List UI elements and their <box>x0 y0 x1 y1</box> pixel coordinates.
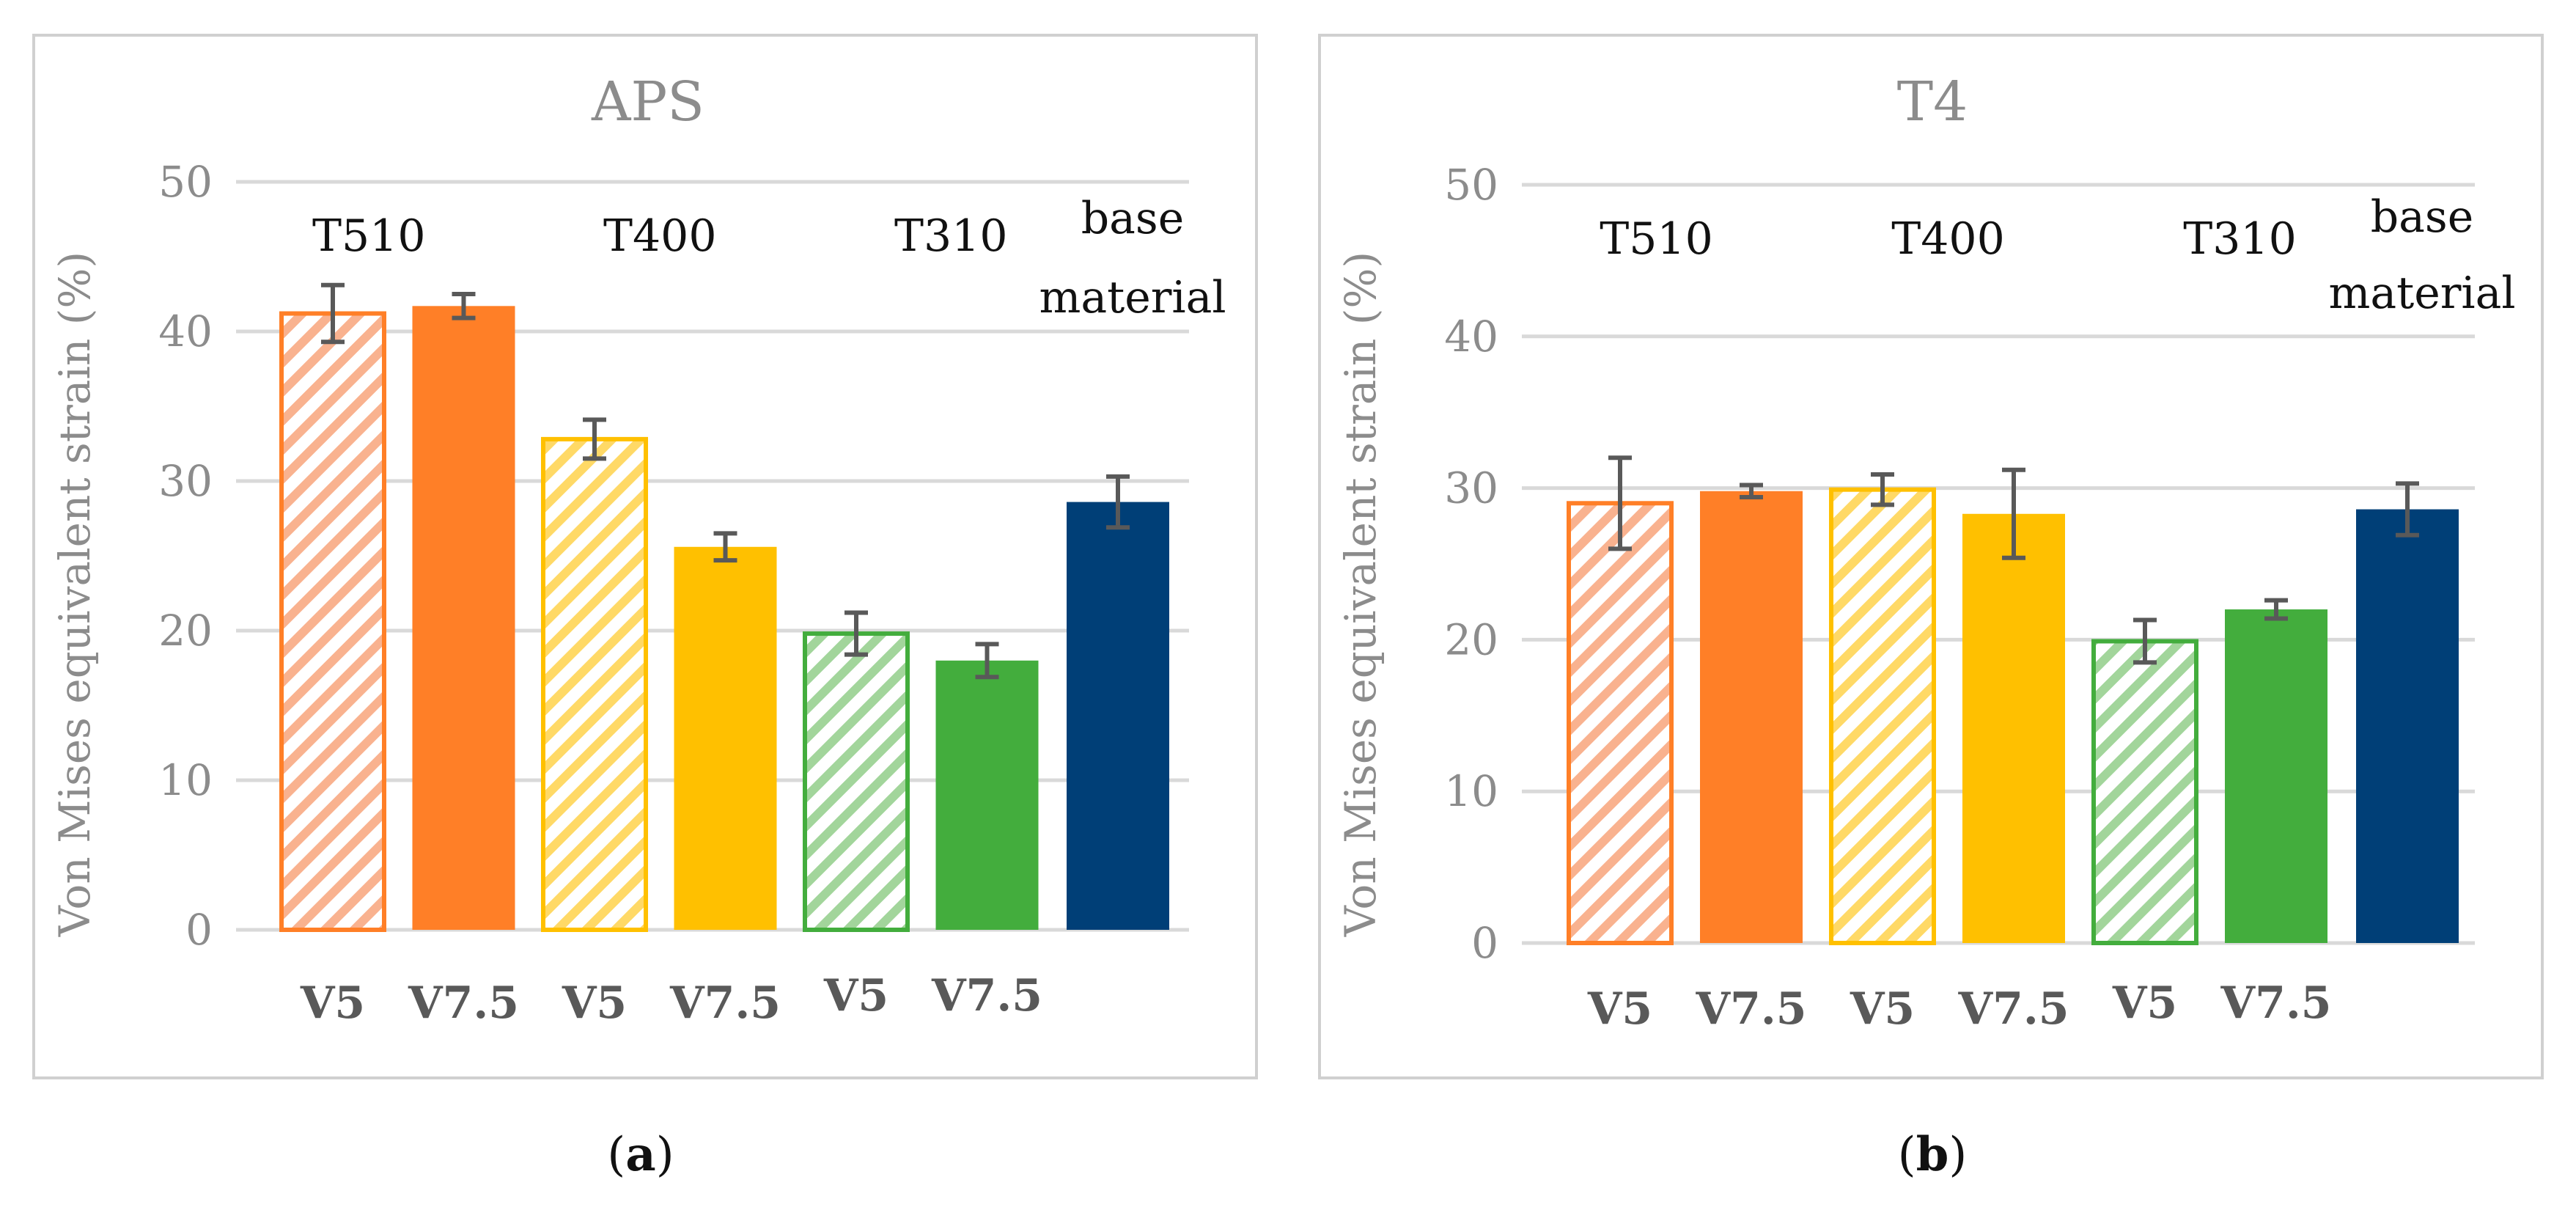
y-tick-label: 0 <box>1471 918 1498 968</box>
bar <box>803 631 910 933</box>
group-label: base material <box>1039 193 1226 323</box>
y-tick-label: 50 <box>158 157 213 207</box>
y-tick-label: 20 <box>158 606 213 656</box>
y-tick-label: 30 <box>158 456 213 506</box>
x-tick-label: V5 <box>1850 983 1915 1035</box>
group-label: T310 <box>894 210 1008 262</box>
panel-a-bars <box>279 306 1169 933</box>
x-tick-label: V5 <box>823 970 888 1021</box>
panel-b: T4 Von Mises equivalent strain (%) 0 10 20… <box>1318 34 2544 1079</box>
x-tick-label: V5 <box>562 977 627 1029</box>
x-tick-label: V7.5 <box>408 977 519 1029</box>
y-tick-label: 30 <box>1444 463 1498 513</box>
bar <box>1829 487 1936 945</box>
panel-b-y-axis-label: Von Mises equivalent strain (%) <box>1336 252 1385 937</box>
x-tick-label: V7.5 <box>931 970 1042 1021</box>
bar <box>2356 509 2459 943</box>
y-tick-label: 0 <box>185 905 213 955</box>
x-tick-label: V7.5 <box>1958 983 2069 1035</box>
y-tick-label: 20 <box>1444 614 1498 664</box>
group-label: T510 <box>312 210 426 262</box>
panel-b-x-labels: V5 V7.5 V5 V7.5 V5 V7.5 <box>1587 977 2332 1035</box>
group-label: T400 <box>603 210 717 262</box>
panel-b-caption: (b) <box>1898 1127 1968 1182</box>
panel-a-caption: (a) <box>607 1127 674 1182</box>
group-label: T510 <box>1600 213 1713 265</box>
panel-b-group-labels: T510 T400 T310 base material <box>1600 191 2515 319</box>
x-tick-label: V7.5 <box>669 977 781 1029</box>
panel-b-y-ticks: 0 10 20 30 40 50 <box>1444 160 1498 968</box>
bar <box>935 660 1039 930</box>
bar <box>2091 639 2198 946</box>
panel-a-error-bars <box>321 282 1130 680</box>
bar <box>1567 501 1674 945</box>
panel-a-title: APS <box>591 70 704 133</box>
group-label: T400 <box>1891 213 2005 265</box>
bar <box>541 436 648 932</box>
panel-a: APS Von Mises equivalent strain (%) 0 10 2… <box>32 34 1258 1079</box>
panel-b-bars <box>1567 487 2459 946</box>
group-label: base material <box>2328 191 2515 319</box>
panel-a-y-axis-label: Von Mises equivalent strain (%) <box>50 252 100 937</box>
panel-b-error-bars <box>1608 455 2419 665</box>
x-tick-label: V5 <box>2112 977 2177 1029</box>
bar <box>1962 513 2065 943</box>
panel-a-group-labels: T510 T400 T310 base material <box>312 193 1226 323</box>
bar <box>1700 491 1803 943</box>
panel-a-y-ticks: 0 10 20 30 40 50 <box>158 157 213 955</box>
panel-b-title: T4 <box>1897 70 1968 133</box>
y-tick-label: 40 <box>158 307 213 356</box>
x-tick-label: V5 <box>300 977 365 1029</box>
y-tick-label: 10 <box>1444 766 1498 816</box>
bar <box>2225 609 2327 943</box>
bar <box>1067 502 1169 930</box>
group-label: T310 <box>2183 213 2297 265</box>
x-tick-label: V5 <box>1587 983 1652 1035</box>
x-tick-label: V7.5 <box>1696 983 1807 1035</box>
bar <box>674 546 777 930</box>
bar <box>279 311 386 932</box>
x-tick-label: V7.5 <box>2220 977 2332 1029</box>
y-tick-label: 10 <box>158 755 213 805</box>
bar <box>412 306 515 930</box>
y-tick-label: 40 <box>1444 312 1498 362</box>
panel-a-x-labels: V5 V7.5 V5 V7.5 V5 V7.5 <box>300 970 1042 1029</box>
y-tick-label: 50 <box>1444 160 1498 210</box>
